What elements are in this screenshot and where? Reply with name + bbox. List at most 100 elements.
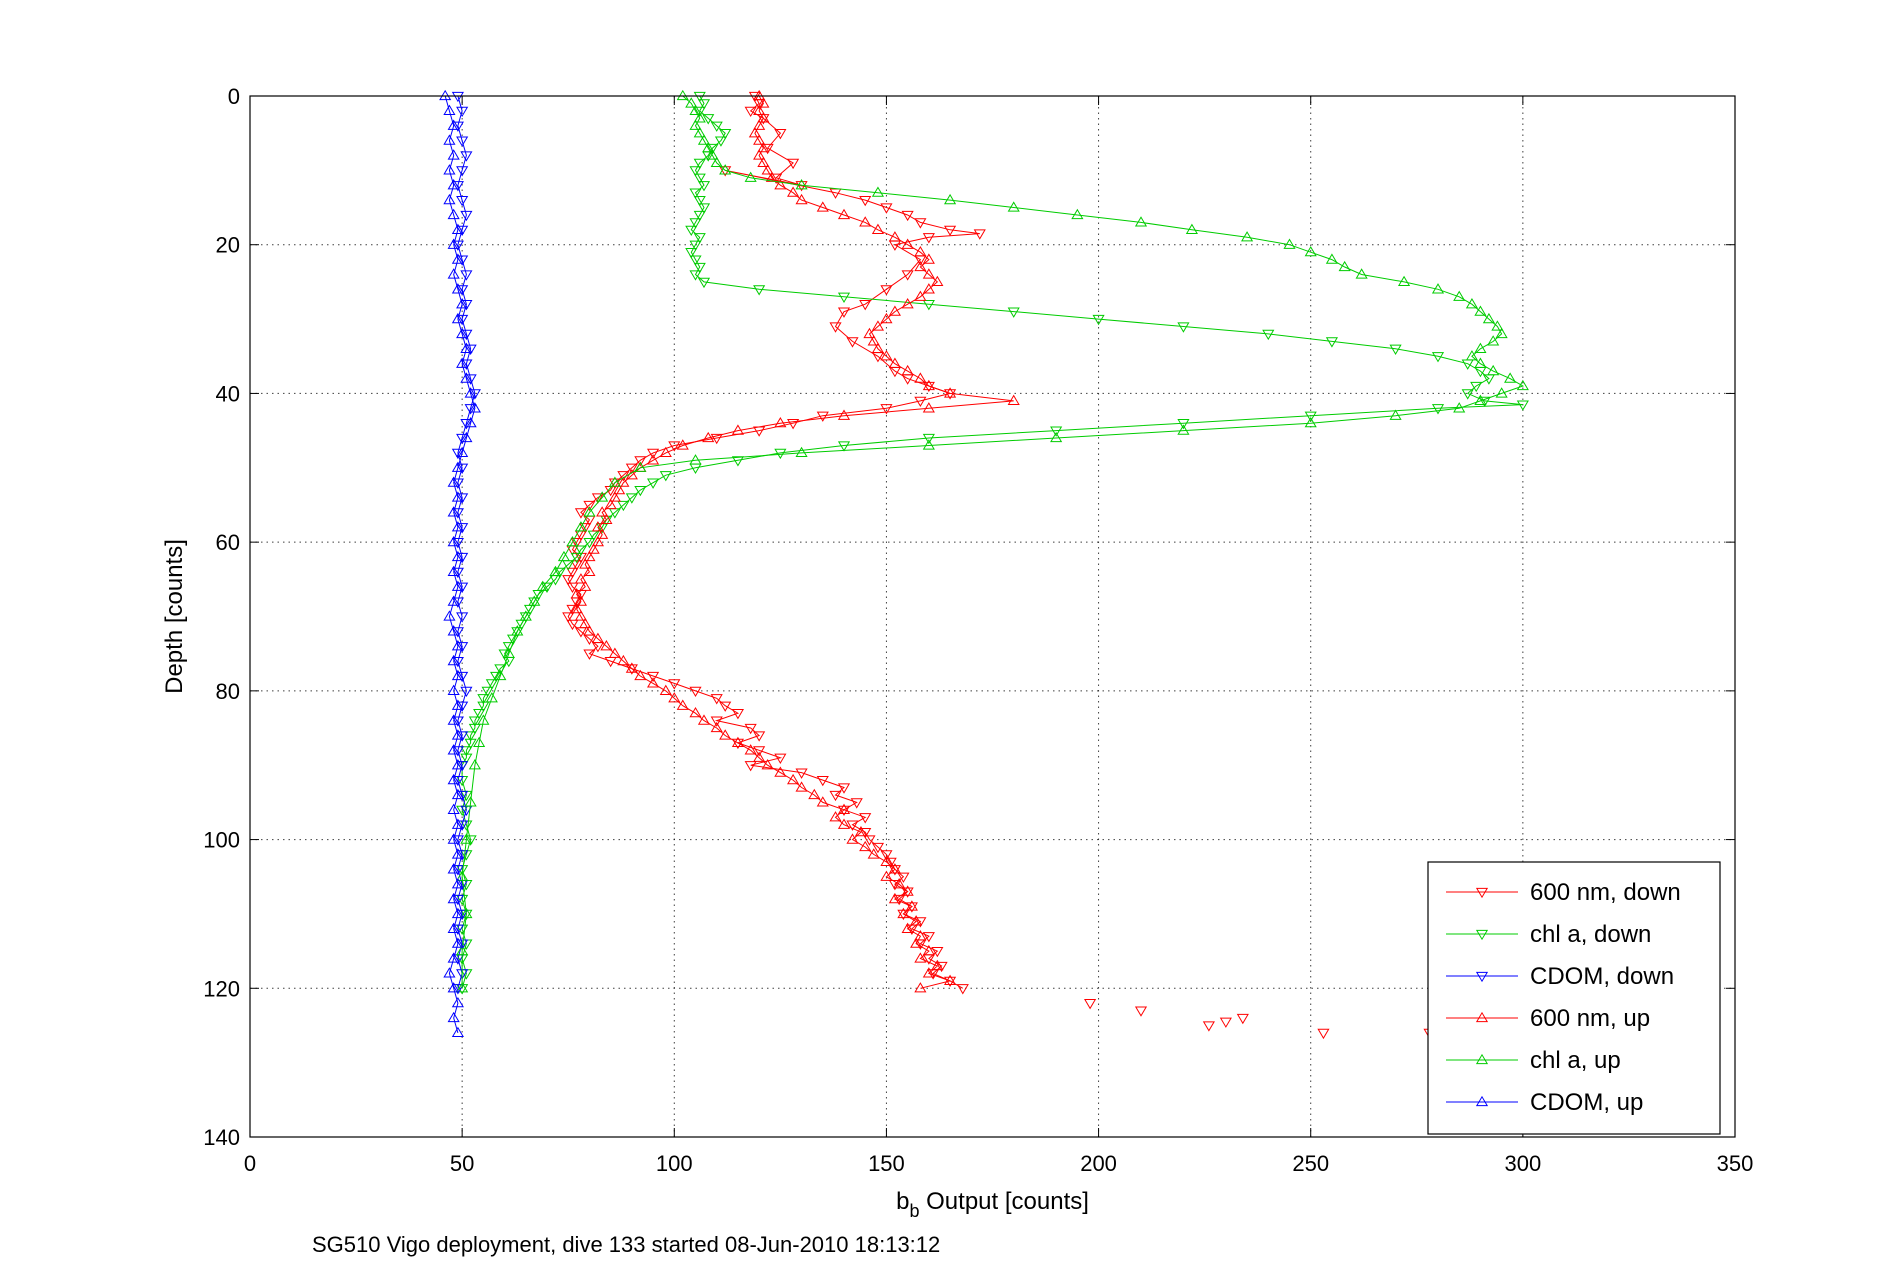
data-point bbox=[753, 746, 766, 757]
data-point bbox=[702, 141, 715, 153]
data-point bbox=[443, 610, 456, 621]
data-point bbox=[456, 870, 469, 881]
data-point bbox=[1007, 394, 1020, 406]
data-point bbox=[1236, 1013, 1249, 1025]
data-point bbox=[897, 872, 910, 883]
data-point bbox=[1487, 335, 1500, 346]
data-point bbox=[829, 790, 842, 802]
data-point bbox=[922, 283, 935, 294]
data-point bbox=[943, 193, 957, 205]
data-point bbox=[880, 404, 893, 415]
data-point bbox=[447, 654, 460, 666]
data-point bbox=[659, 684, 672, 695]
data-point bbox=[570, 602, 583, 614]
data-point bbox=[447, 744, 460, 755]
data-point bbox=[468, 716, 481, 727]
data-point bbox=[447, 179, 460, 190]
data-point bbox=[536, 580, 549, 591]
data-point bbox=[880, 870, 893, 881]
data-point bbox=[914, 982, 927, 993]
data-point bbox=[795, 181, 808, 192]
data-point bbox=[706, 149, 719, 160]
series-line bbox=[567, 95, 980, 989]
series-600-nm-up bbox=[570, 89, 1020, 993]
data-point bbox=[676, 699, 689, 710]
data-point bbox=[867, 335, 880, 346]
y-tick-label: 60 bbox=[216, 530, 240, 555]
data-point bbox=[447, 803, 460, 814]
data-point bbox=[456, 446, 469, 458]
data-point bbox=[617, 476, 630, 487]
data-point bbox=[451, 91, 464, 103]
data-point bbox=[451, 656, 464, 668]
y-axis-label: Depth [counts] bbox=[161, 539, 188, 694]
series-line bbox=[457, 95, 476, 989]
data-point bbox=[460, 270, 473, 281]
data-point bbox=[761, 164, 774, 175]
data-point bbox=[859, 300, 872, 311]
data-point bbox=[464, 416, 477, 428]
data-point bbox=[625, 493, 638, 504]
data-point bbox=[837, 208, 851, 220]
data-point bbox=[859, 827, 872, 839]
data-point bbox=[922, 253, 935, 264]
data-point bbox=[757, 112, 770, 123]
data-point bbox=[447, 863, 460, 874]
data-point bbox=[753, 104, 766, 116]
data-point bbox=[583, 550, 596, 562]
data-point bbox=[816, 411, 829, 422]
data-point bbox=[710, 433, 723, 445]
data-point bbox=[931, 275, 944, 287]
data-point bbox=[464, 738, 477, 750]
data-point bbox=[710, 694, 723, 705]
data-point bbox=[1474, 357, 1487, 368]
legend-label: chl a, down bbox=[1530, 921, 1651, 948]
data-point bbox=[1495, 387, 1508, 398]
data-point bbox=[625, 664, 638, 675]
data-point bbox=[451, 550, 464, 562]
x-tick-label: 200 bbox=[1080, 1151, 1117, 1176]
legend-marker bbox=[1475, 1011, 1489, 1023]
data-point bbox=[922, 944, 935, 956]
data-point bbox=[901, 885, 914, 896]
plot-area-border bbox=[249, 95, 1736, 1138]
data-point bbox=[460, 359, 473, 370]
dive-info-caption: SG510 Vigo deployment, dive 133 started … bbox=[312, 1232, 940, 1257]
data-point bbox=[447, 208, 460, 220]
y-tick-label: 40 bbox=[216, 381, 240, 406]
data-point bbox=[574, 573, 588, 584]
data-point bbox=[689, 686, 702, 698]
data-point bbox=[702, 431, 715, 443]
data-point bbox=[451, 937, 464, 948]
data-point bbox=[566, 535, 579, 547]
data-point bbox=[1050, 431, 1063, 443]
y-tick-label: 100 bbox=[203, 828, 240, 853]
data-point bbox=[574, 545, 588, 556]
axis-ticks: 0 50 100 150 200 250 300 350 0 20 40 60 80 100 120 140 bbox=[203, 84, 1753, 1176]
data-point bbox=[456, 314, 469, 326]
data-point bbox=[451, 491, 464, 502]
data-point bbox=[1495, 327, 1508, 339]
data-point bbox=[774, 753, 787, 764]
x-axis-label: bb Output [counts] bbox=[896, 1188, 1089, 1221]
data-point bbox=[451, 996, 464, 1008]
data-point bbox=[689, 188, 702, 199]
data-point bbox=[943, 974, 957, 985]
data-point bbox=[901, 922, 914, 933]
data-point bbox=[646, 478, 660, 489]
data-point bbox=[910, 937, 923, 948]
data-point bbox=[451, 461, 464, 472]
data-point bbox=[468, 402, 481, 413]
data-point bbox=[837, 292, 851, 303]
data-point bbox=[846, 820, 859, 831]
data-point bbox=[888, 240, 901, 251]
data-point bbox=[460, 686, 473, 698]
data-point bbox=[914, 917, 927, 928]
data-point bbox=[451, 848, 464, 859]
data-point bbox=[456, 285, 469, 296]
data-point bbox=[693, 126, 706, 138]
data-point bbox=[464, 387, 477, 398]
data-point bbox=[596, 528, 609, 539]
data-point bbox=[460, 151, 473, 162]
data-point bbox=[464, 835, 477, 846]
